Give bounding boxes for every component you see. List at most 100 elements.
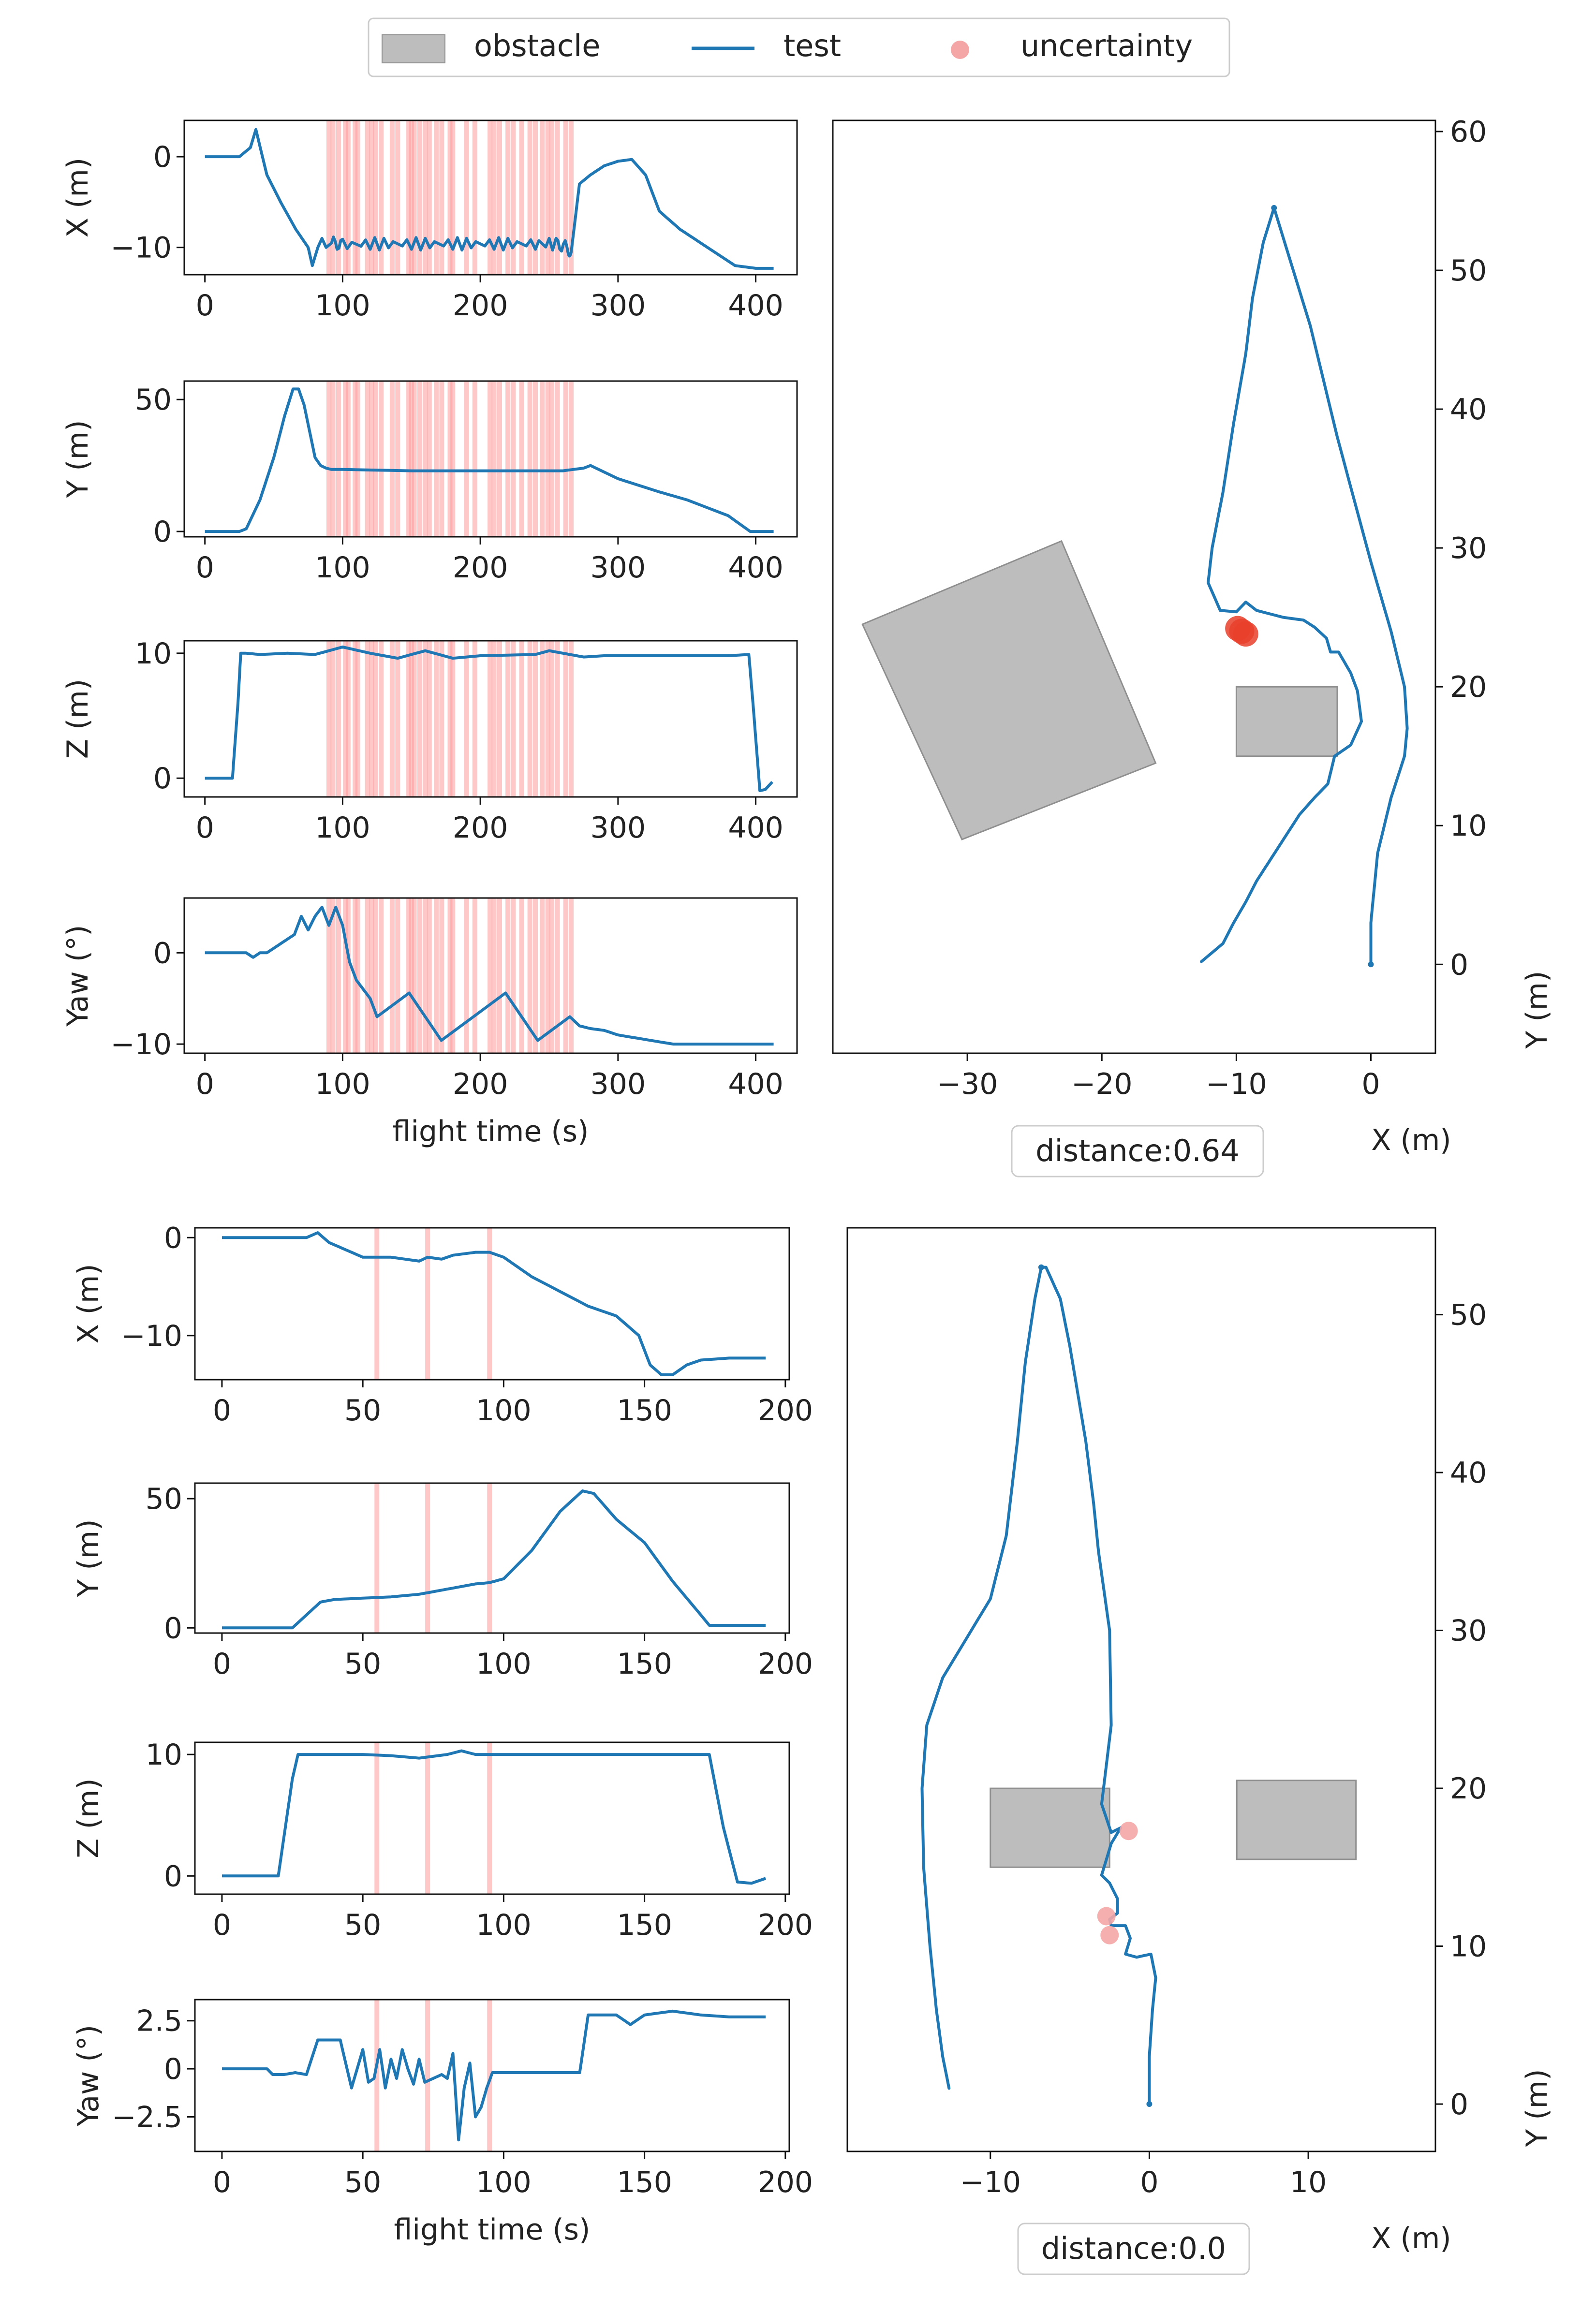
uncertainty-band: [409, 120, 414, 275]
uncertainty-band: [511, 641, 516, 797]
trajectory-segment: [920, 1266, 1043, 2090]
axes-frame: [194, 1999, 790, 2152]
x-tick-label: 150: [617, 2165, 672, 2199]
uncertainty-band: [330, 641, 336, 797]
trajectory-endpoint: [1368, 961, 1374, 968]
uncertainty-band: [491, 381, 497, 537]
uncertainty-band: [423, 641, 428, 797]
uncertainty-band: [406, 381, 412, 537]
uncertainty-band: [511, 120, 516, 275]
uncertainty-band: [434, 120, 439, 275]
uncertainty-band: [427, 120, 432, 275]
x-tick-label: 50: [344, 1908, 381, 1942]
x-tick-label: 0: [213, 2165, 231, 2199]
uncertainty-band: [447, 898, 453, 1053]
uncertainty-band: [563, 381, 568, 537]
x-axis-label: flight time (s): [394, 2213, 591, 2247]
y-tick-label: 0: [164, 1611, 182, 1645]
uncertainty-band: [497, 898, 502, 1053]
y-axis-label: Yaw (°): [72, 2025, 105, 2127]
map-y-tick-label: 50: [1450, 1298, 1487, 1332]
distance-label-run2: distance:0.0: [1041, 2231, 1226, 2266]
uncertainty-band: [472, 381, 477, 537]
x-tick-label: 400: [728, 811, 783, 845]
uncertainty-band: [374, 1483, 380, 1633]
x-tick-label: 150: [617, 1394, 672, 1428]
uncertainty-band: [555, 381, 560, 537]
uncertainty-band: [439, 120, 444, 275]
axes-frame: [183, 119, 798, 276]
series-line-y: [205, 387, 774, 533]
uncertainty-band: [505, 120, 511, 275]
uncertainty-band: [423, 898, 428, 1053]
uncertainty-band: [365, 381, 370, 537]
uncertainty-band: [488, 641, 493, 797]
legend-obstacle-swatch: [382, 34, 445, 63]
uncertainty-band: [409, 381, 414, 537]
x-tick-label: 100: [476, 2165, 532, 2199]
uncertainty-band: [505, 381, 511, 537]
map-y-tick-label: 60: [1450, 115, 1487, 149]
axes-frame: [183, 380, 798, 538]
x-tick-label: 400: [728, 1067, 783, 1101]
uncertainty-band: [379, 381, 384, 537]
obstacle: [861, 540, 1157, 840]
map-y-tick-label: 20: [1450, 1772, 1487, 1806]
uncertainty-band: [406, 120, 412, 275]
y-tick-label: 0: [164, 2052, 182, 2086]
uncertainty-band: [497, 641, 502, 797]
uncertainty-band: [540, 641, 545, 797]
panel-run2-y: 0 50 0 50 100 150 200 Y (m): [72, 1482, 813, 1681]
x-tick-label: 400: [728, 289, 783, 323]
y-tick-label: −10: [110, 1028, 172, 1061]
y-axis-label: Z (m): [61, 679, 95, 759]
obstacle: [1235, 686, 1338, 757]
uncertainty-band: [389, 641, 395, 797]
uncertainty-band: [545, 120, 550, 275]
uncertainty-band: [395, 641, 400, 797]
uncertainty-band: [395, 898, 400, 1053]
uncertainty-band: [447, 120, 453, 275]
y-tick-label: 0: [153, 936, 172, 970]
x-tick-label: 0: [196, 811, 214, 845]
uncertainty-band: [406, 641, 412, 797]
x-tick-label: 300: [591, 551, 646, 585]
y-axis-label: X (m): [72, 1264, 105, 1343]
uncertainty-band: [555, 120, 560, 275]
uncertainty-band: [345, 120, 351, 275]
uncertainty-band: [491, 120, 497, 275]
legend-test-label: test: [783, 28, 841, 63]
uncertainty-band: [549, 381, 555, 537]
uncertainty-band: [450, 120, 456, 275]
uncertainty-band: [563, 641, 568, 797]
uncertainty-band: [491, 898, 497, 1053]
y-tick-label: 50: [146, 1482, 182, 1516]
uncertainty-band: [373, 641, 378, 797]
x-tick-label: 400: [728, 551, 783, 585]
uncertainty-band: [417, 898, 422, 1053]
x-tick-label: 0: [196, 551, 214, 585]
uncertainty-band: [369, 120, 374, 275]
map-y-tick-label: 30: [1450, 531, 1487, 565]
uncertainty-band: [365, 898, 370, 1053]
uncertainty-band: [487, 1483, 492, 1633]
uncertainty-band: [427, 381, 432, 537]
uncertainty-band: [326, 641, 331, 797]
uncertainty-band: [412, 120, 417, 275]
axes-frame: [194, 1227, 790, 1381]
x-tick-label: 100: [476, 1394, 532, 1428]
y-tick-label: 0: [164, 1221, 182, 1255]
uncertainty-band: [527, 898, 532, 1053]
map-y-tick-label: 0: [1450, 948, 1468, 982]
uncertainty-band: [355, 898, 360, 1053]
uncertainty-band: [511, 898, 516, 1053]
uncertainty-band: [336, 898, 341, 1053]
x-tick-label: 200: [453, 289, 508, 323]
map-y-tick-label: 20: [1450, 670, 1487, 704]
uncertainty-band: [395, 120, 400, 275]
uncertainty-band: [491, 641, 497, 797]
panel-run1-x: 0 −10 0 100 200 300 400 X (m): [61, 119, 798, 323]
trajectory-endpoint: [1038, 1264, 1044, 1270]
x-tick-label: 100: [315, 289, 370, 323]
